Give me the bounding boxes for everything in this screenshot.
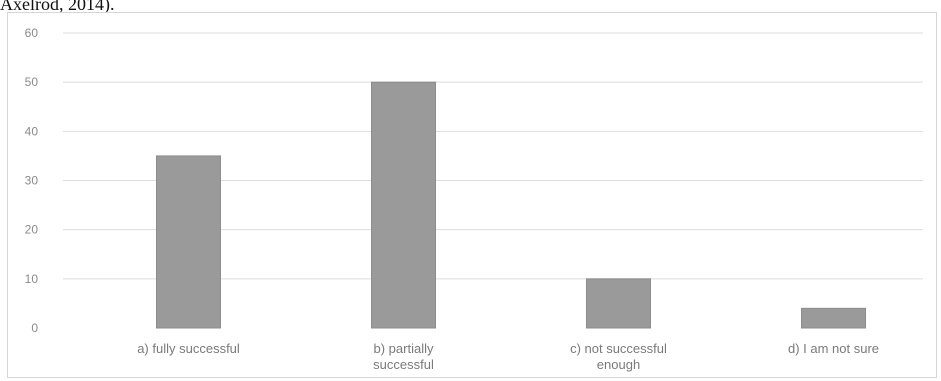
category-label-4: d) I am not sure [788, 341, 879, 356]
y-tick-label-20: 20 [25, 223, 39, 237]
bar-chart: 0 10 20 30 40 50 60 a) fully successful b) part… [25, 26, 923, 372]
y-tick-label-10: 10 [25, 272, 39, 286]
category-label-3-line-1: c) not successful [570, 341, 667, 356]
bar-2 [371, 81, 436, 329]
y-tick-label-50: 50 [25, 75, 39, 89]
chart-frame: 0 10 20 30 40 50 60 a) fully successful b) part… [7, 12, 937, 378]
y-tick-label-30: 30 [25, 174, 39, 188]
bars [156, 81, 866, 329]
bar-4 [801, 307, 866, 329]
y-axis-tick-labels: 0 10 20 30 40 50 60 [25, 26, 39, 335]
bar-1 [156, 155, 221, 329]
category-label-3-line-2: enough [597, 357, 640, 372]
top-text-fragment: Axelrod, 2014). [0, 0, 115, 14]
y-tick-label-60: 60 [25, 26, 39, 40]
y-tick-label-40: 40 [25, 124, 39, 138]
category-label-2-line-1: b) partially [374, 341, 434, 356]
category-label-1: a) fully successful [137, 341, 240, 356]
y-tick-label-0: 0 [31, 321, 38, 335]
bar-3 [586, 278, 651, 329]
category-label-2-line-2: successful [373, 357, 434, 372]
x-axis-category-labels: a) fully successful b) partiallysuccessfu… [137, 341, 879, 372]
gridlines [63, 32, 923, 280]
